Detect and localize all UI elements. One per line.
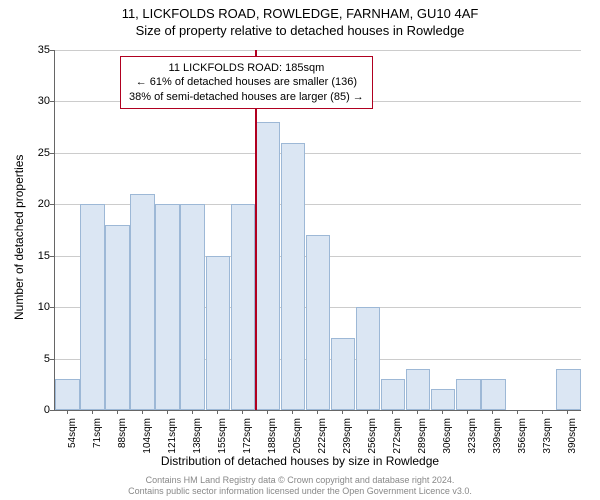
histogram-bar: [281, 143, 306, 410]
y-tick: [50, 359, 54, 360]
y-tick: [50, 204, 54, 205]
y-axis-label: Number of detached properties: [12, 155, 26, 320]
y-tick: [50, 410, 54, 411]
x-tick: [367, 410, 368, 414]
x-tick-label: 188sqm: [267, 418, 278, 468]
chart-title-1: 11, LICKFOLDS ROAD, ROWLEDGE, FARNHAM, G…: [0, 0, 600, 21]
x-tick-label: 239sqm: [342, 418, 353, 468]
histogram-bar: [456, 379, 481, 410]
histogram-bar: [231, 204, 256, 410]
x-tick-label: 373sqm: [542, 418, 553, 468]
histogram-bar: [406, 369, 431, 410]
x-tick-label: 121sqm: [167, 418, 178, 468]
y-tick-label: 35: [20, 44, 50, 56]
x-tick: [517, 410, 518, 414]
x-tick-label: 339sqm: [492, 418, 503, 468]
callout-line-2: ← 61% of detached houses are smaller (13…: [129, 75, 364, 89]
y-tick-label: 30: [20, 95, 50, 107]
y-tick-label: 0: [20, 404, 50, 416]
histogram-bar: [55, 379, 80, 410]
x-tick-label: 256sqm: [367, 418, 378, 468]
histogram-bar: [381, 379, 406, 410]
chart-title-2: Size of property relative to detached ho…: [0, 21, 600, 38]
x-tick: [442, 410, 443, 414]
x-tick-label: 289sqm: [417, 418, 428, 468]
x-tick: [242, 410, 243, 414]
x-tick-label: 54sqm: [67, 418, 78, 468]
histogram-bar: [256, 122, 281, 410]
x-tick-label: 356sqm: [517, 418, 528, 468]
x-tick: [417, 410, 418, 414]
histogram-bar: [105, 225, 130, 410]
histogram-bar: [180, 204, 205, 410]
y-tick-label: 25: [20, 147, 50, 159]
y-tick: [50, 101, 54, 102]
gridline: [55, 50, 581, 51]
x-tick: [467, 410, 468, 414]
histogram-bar: [356, 307, 381, 410]
x-tick-label: 138sqm: [192, 418, 203, 468]
x-tick-label: 306sqm: [442, 418, 453, 468]
histogram-bar: [130, 194, 155, 410]
histogram-bar: [331, 338, 356, 410]
x-tick-label: 272sqm: [392, 418, 403, 468]
y-tick: [50, 50, 54, 51]
histogram-bar: [556, 369, 581, 410]
histogram-bar: [80, 204, 105, 410]
y-tick-label: 5: [20, 353, 50, 365]
attribution-line-1: Contains HM Land Registry data © Crown c…: [0, 475, 600, 486]
x-tick: [267, 410, 268, 414]
x-tick: [492, 410, 493, 414]
x-tick-label: 104sqm: [142, 418, 153, 468]
x-tick-label: 88sqm: [117, 418, 128, 468]
chart-container: 11, LICKFOLDS ROAD, ROWLEDGE, FARNHAM, G…: [0, 0, 600, 500]
x-tick: [67, 410, 68, 414]
histogram-bar: [155, 204, 180, 410]
x-tick-label: 323sqm: [467, 418, 478, 468]
x-tick: [342, 410, 343, 414]
x-tick: [142, 410, 143, 414]
callout-line-1: 11 LICKFOLDS ROAD: 185sqm: [129, 61, 364, 75]
x-tick: [567, 410, 568, 414]
y-tick: [50, 256, 54, 257]
x-tick: [292, 410, 293, 414]
x-tick-label: 172sqm: [242, 418, 253, 468]
y-tick: [50, 307, 54, 308]
y-tick-label: 10: [20, 301, 50, 313]
x-tick: [117, 410, 118, 414]
histogram-bar: [206, 256, 231, 410]
x-tick: [317, 410, 318, 414]
attribution-line-2: Contains public sector information licen…: [0, 486, 600, 497]
y-tick-label: 20: [20, 198, 50, 210]
x-tick: [542, 410, 543, 414]
histogram-bar: [431, 389, 456, 410]
x-tick-label: 222sqm: [317, 418, 328, 468]
attribution-text: Contains HM Land Registry data © Crown c…: [0, 475, 600, 497]
x-tick: [392, 410, 393, 414]
x-tick: [92, 410, 93, 414]
x-tick-label: 155sqm: [217, 418, 228, 468]
x-tick-label: 390sqm: [567, 418, 578, 468]
x-tick: [217, 410, 218, 414]
y-tick: [50, 153, 54, 154]
x-tick-label: 205sqm: [292, 418, 303, 468]
callout-line-3: 38% of semi-detached houses are larger (…: [129, 90, 364, 104]
histogram-bar: [481, 379, 506, 410]
histogram-bar: [306, 235, 331, 410]
x-tick: [167, 410, 168, 414]
gridline: [55, 153, 581, 154]
x-tick-label: 71sqm: [92, 418, 103, 468]
x-tick: [192, 410, 193, 414]
callout-box: 11 LICKFOLDS ROAD: 185sqm ← 61% of detac…: [120, 56, 373, 109]
y-tick-label: 15: [20, 250, 50, 262]
